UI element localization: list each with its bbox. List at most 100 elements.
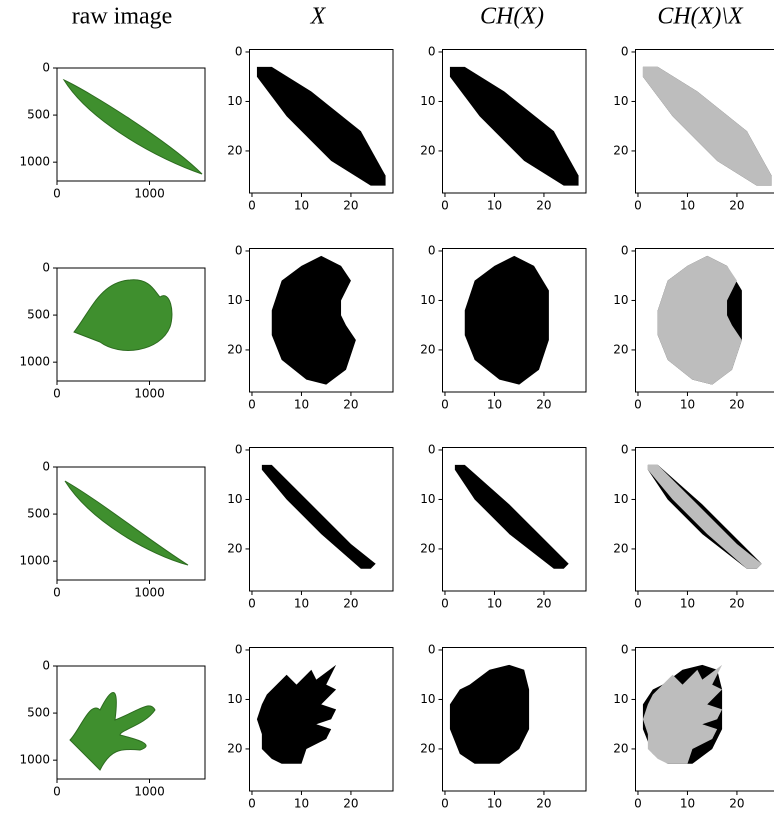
y-tick-label: 20 [227,541,242,555]
y-tick-label: 1000 [19,155,50,169]
x-tick-label: 10 [294,199,309,213]
y-tick-label: 500 [27,706,50,720]
y-tick-label: 0 [42,61,50,75]
x-tick-label: 20 [729,797,744,811]
mask [658,256,742,385]
x-tick-label: 10 [680,797,695,811]
x-tick-label: 0 [248,797,256,811]
x-tick-label: 1000 [134,187,165,201]
x-tick-label: 0 [248,398,256,412]
y-tick-label: 0 [235,642,243,656]
y-tick-label: 10 [420,94,435,108]
x-tick-label: 20 [729,597,744,611]
y-tick-label: 10 [420,492,435,506]
mask [257,67,386,186]
x-tick-label: 1000 [134,785,165,799]
y-tick-label: 10 [227,492,242,506]
y-tick-label: 0 [42,659,50,673]
y-tick-label: 20 [227,143,242,157]
x-tick-label: 20 [343,398,358,412]
y-tick-label: 0 [621,243,629,257]
y-tick-label: 20 [420,143,435,157]
y-tick-label: 0 [235,243,243,257]
y-tick-label: 1000 [19,753,50,767]
y-tick-label: 20 [420,342,435,356]
y-tick-label: 10 [613,293,628,307]
x-tick-label: 0 [441,398,449,412]
leaf [74,280,172,351]
column-header: CH(X)\X [657,4,744,30]
y-tick-label: 20 [227,741,242,755]
y-tick-label: 0 [428,442,436,456]
x-tick-label: 10 [487,199,502,213]
y-tick-label: 1000 [19,355,50,369]
x-tick-label: 0 [441,797,449,811]
mask [262,465,376,569]
x-tick-label: 20 [729,199,744,213]
figure: raw image X CH(X) CH(X)\X 01000050010000… [0,0,774,822]
x-tick-label: 1000 [134,586,165,600]
x-tick-label: 20 [536,797,551,811]
raw-leaf [74,280,172,351]
mask [257,665,336,764]
leaf [65,481,188,565]
y-tick-label: 0 [621,642,629,656]
y-tick-label: 0 [42,460,50,474]
x-tick-label: 10 [680,398,695,412]
leaf [70,693,155,771]
y-tick-label: 0 [428,243,436,257]
y-tick-label: 0 [428,44,436,58]
x-tick-label: 1000 [134,387,165,401]
x-tick-label: 0 [53,187,61,201]
mask [643,67,772,186]
y-tick-label: 10 [420,692,435,706]
x-tick-label: 0 [441,199,449,213]
x-tick-label: 20 [536,398,551,412]
y-tick-label: 0 [42,261,50,275]
x-tick-label: 0 [53,785,61,799]
x-tick-label: 10 [294,797,309,811]
raw-leaf [70,693,155,771]
x-tick-label: 20 [343,199,358,213]
y-tick-label: 10 [420,293,435,307]
x-tick-label: 0 [634,797,642,811]
y-tick-label: 500 [27,507,50,521]
y-tick-label: 20 [613,741,628,755]
hull [455,465,569,569]
x-tick-label: 10 [294,597,309,611]
leaf [64,80,202,174]
x-tick-label: 10 [487,597,502,611]
y-tick-label: 20 [613,143,628,157]
y-tick-label: 500 [27,108,50,122]
y-tick-label: 10 [613,492,628,506]
x-tick-label: 20 [343,597,358,611]
x-tick-label: 20 [729,398,744,412]
y-tick-label: 0 [235,44,243,58]
y-tick-label: 0 [428,642,436,656]
x-tick-label: 10 [680,597,695,611]
hull [450,665,529,764]
x-tick-label: 0 [53,387,61,401]
y-tick-label: 20 [227,342,242,356]
x-tick-label: 0 [53,586,61,600]
hull [450,67,579,186]
column-header: X [310,4,327,30]
mask [648,465,762,569]
x-tick-label: 20 [536,597,551,611]
raw-leaf [64,80,202,174]
column-header: raw image [72,4,173,30]
y-tick-label: 10 [613,692,628,706]
raw-leaf [65,481,188,565]
y-tick-label: 0 [621,442,629,456]
x-tick-label: 20 [343,797,358,811]
x-tick-label: 10 [487,398,502,412]
y-tick-label: 0 [235,442,243,456]
x-tick-label: 0 [634,199,642,213]
y-tick-label: 1000 [19,554,50,568]
y-tick-label: 20 [613,342,628,356]
x-tick-label: 0 [248,199,256,213]
x-tick-label: 10 [680,199,695,213]
y-tick-label: 10 [227,293,242,307]
x-tick-label: 20 [536,199,551,213]
y-tick-label: 20 [613,541,628,555]
